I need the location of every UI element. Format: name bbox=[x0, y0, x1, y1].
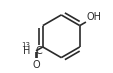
Text: H: H bbox=[22, 46, 30, 56]
Text: OH: OH bbox=[86, 12, 100, 22]
Text: O: O bbox=[32, 60, 40, 70]
Text: 13: 13 bbox=[21, 42, 30, 48]
Text: C: C bbox=[35, 46, 42, 56]
